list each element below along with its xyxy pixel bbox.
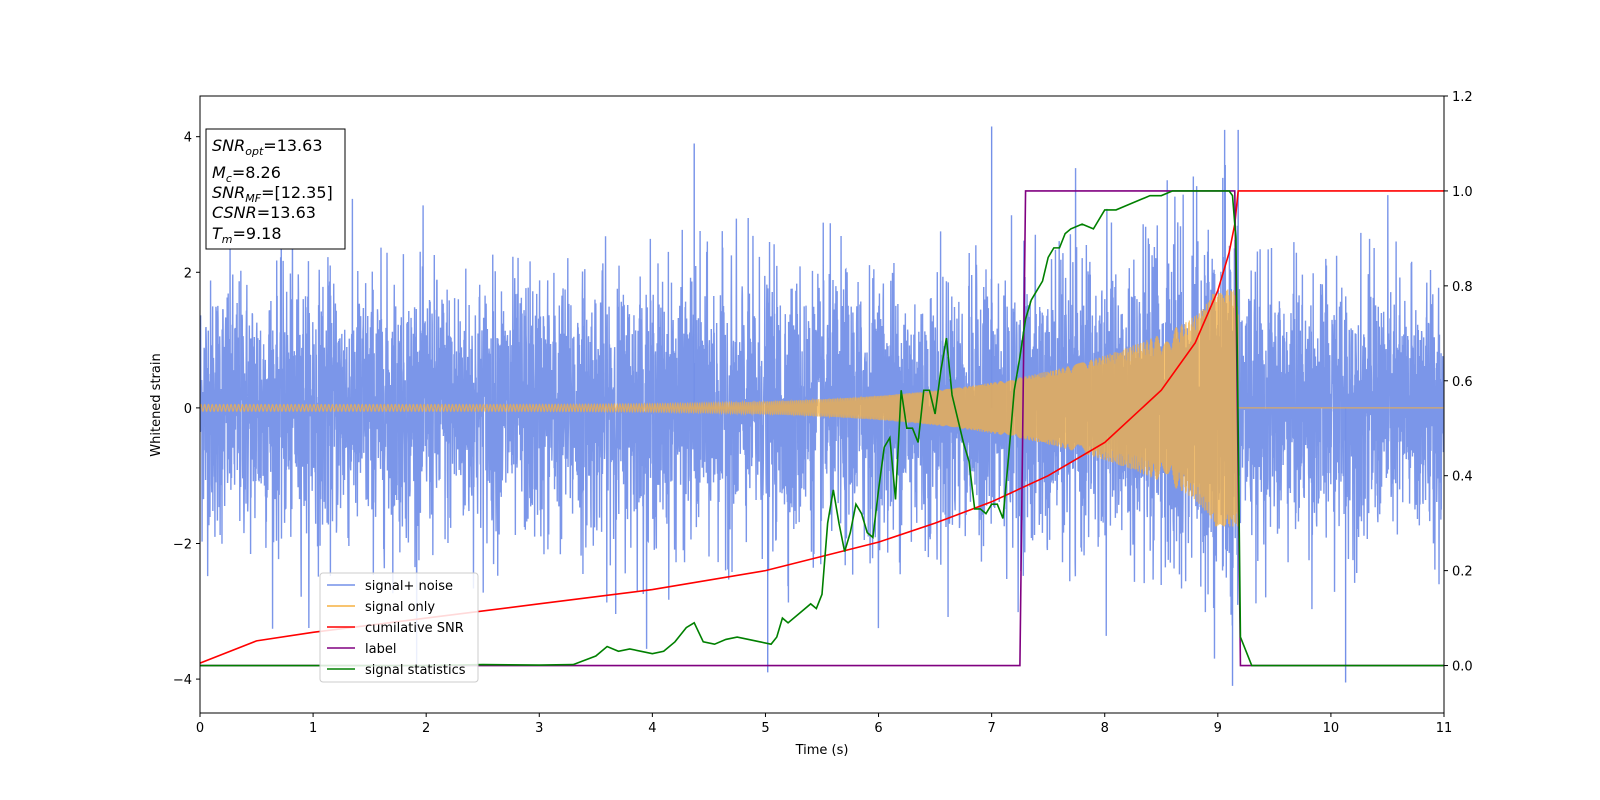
legend-label-label: label [365, 642, 396, 657]
x-tick-label: 2 [422, 721, 430, 736]
y-tick-label: 0 [184, 402, 192, 417]
legend-label-signal-only: signal only [365, 600, 435, 615]
y-tick-label: 4 [184, 131, 192, 146]
series-signal-statistics-line [200, 190, 1444, 667]
metric-snr-opt: SNRopt=13.63 [212, 136, 323, 158]
y-tick-label: 2 [184, 266, 192, 281]
y2-tick-label: 1.0 [1452, 185, 1473, 200]
y-axis-label: Whitened strain [149, 353, 164, 456]
y2-tick-label: 0.4 [1452, 470, 1473, 485]
x-tick-label: 4 [648, 721, 656, 736]
metric-snr-mf: SNRMF=[12.35] [212, 183, 333, 205]
x-tick-label: 1 [309, 721, 317, 736]
metric-tm: Tm=9.18 [212, 224, 282, 246]
y-tick-label: −2 [173, 537, 192, 552]
axes-frame [199, 95, 1445, 714]
x-tick-label: 6 [874, 721, 882, 736]
legend-label-signal-statistics: signal statistics [365, 663, 466, 678]
metrics-box-frame [205, 128, 346, 250]
legend: signal+ noise signal only cumilative SNR… [319, 572, 479, 683]
x-axis: 0 1 2 3 4 5 6 7 8 9 10 11 [196, 713, 1452, 736]
x-tick-label: 10 [1323, 721, 1340, 736]
x-tick-label: 9 [1214, 721, 1222, 736]
x-tick-label: 0 [196, 721, 204, 736]
y-axis-left: −4 −2 0 2 4 [173, 131, 200, 688]
x-tick-label: 7 [987, 721, 995, 736]
x-tick-label: 11 [1436, 721, 1453, 736]
y-axis-right: 0.0 0.2 0.4 0.6 0.8 1.0 1.2 [1444, 90, 1473, 675]
metrics-box: SNRopt=13.63 Mc=8.26 SNRMF=[12.35] CSNR=… [205, 128, 346, 250]
y2-tick-label: 0.0 [1452, 660, 1473, 675]
metric-csnr: CSNR=13.63 [212, 203, 316, 222]
x-axis-label: Time (s) [795, 743, 849, 758]
x-tick-label: 3 [535, 721, 543, 736]
y2-tick-label: 0.6 [1452, 375, 1473, 390]
y2-tick-label: 1.2 [1452, 90, 1473, 105]
legend-label-signal-noise: signal+ noise [365, 579, 453, 594]
legend-frame [319, 572, 479, 683]
x-tick-label: 5 [761, 721, 769, 736]
y-tick-label: −4 [173, 673, 192, 688]
legend-label-cumulative-snr: cumilative SNR [365, 621, 464, 636]
y2-tick-label: 0.8 [1452, 280, 1473, 295]
y2-tick-label: 0.2 [1452, 565, 1473, 580]
x-tick-label: 8 [1101, 721, 1109, 736]
metric-mc: Mc=8.26 [212, 163, 281, 185]
